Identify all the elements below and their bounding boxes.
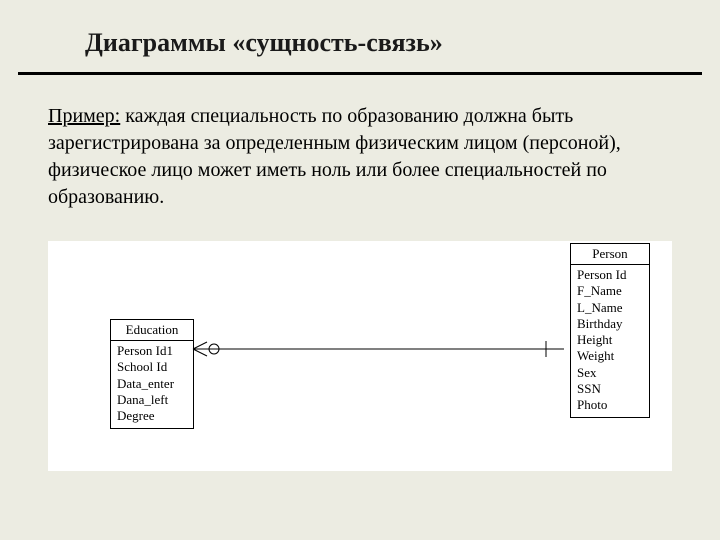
example-label: Пример:: [48, 105, 120, 127]
content-area: Пример: каждая специальность по образова…: [0, 75, 720, 211]
page-title: Диаграммы «сущность-связь»: [85, 28, 720, 58]
er-diagram: Education Person Id1School IdData_enterD…: [48, 241, 672, 471]
example-paragraph: Пример: каждая специальность по образова…: [48, 103, 672, 211]
example-body: каждая специальность по образованию долж…: [48, 105, 621, 208]
relationship-line: [48, 241, 668, 441]
